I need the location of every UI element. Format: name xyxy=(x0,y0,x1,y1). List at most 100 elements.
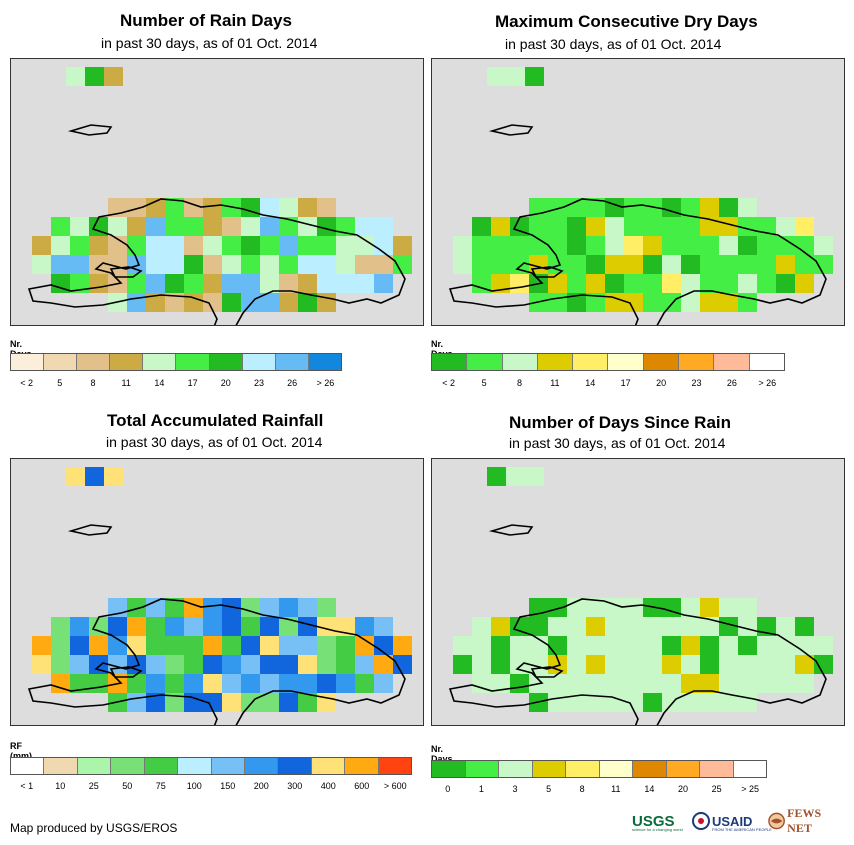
legend-tick-label: 25 xyxy=(711,784,722,794)
grid-cell xyxy=(719,198,738,217)
grid-cell xyxy=(529,636,548,655)
grid-cell xyxy=(624,198,643,217)
grid-cell xyxy=(355,636,374,655)
grid-cell xyxy=(586,693,605,712)
fewsnet-wordmark: FEWS NET xyxy=(787,806,822,835)
grid-cell xyxy=(738,217,757,236)
grid-cell xyxy=(795,636,814,655)
grid-cell xyxy=(89,217,108,236)
grid-cell xyxy=(298,636,317,655)
legend-tick-label: 75 xyxy=(155,781,166,791)
legend-swatch xyxy=(573,354,609,370)
grid-cell xyxy=(355,217,374,236)
legend-swatch xyxy=(77,354,111,370)
grid-cell xyxy=(203,198,222,217)
grid-cell xyxy=(795,674,814,693)
grid-cell xyxy=(776,274,795,293)
legend-tick-label: 20 xyxy=(656,378,667,388)
grid-cell xyxy=(32,636,51,655)
grid-cell xyxy=(700,636,719,655)
grid-cell xyxy=(662,274,681,293)
grid-cell xyxy=(453,636,472,655)
grid-cell xyxy=(700,617,719,636)
grid-cell xyxy=(165,674,184,693)
map-rainfall xyxy=(10,458,424,726)
grid-cell xyxy=(165,217,184,236)
legend-tick-label: < 2 xyxy=(20,378,33,388)
grid-cell xyxy=(567,655,586,674)
grid-cell xyxy=(241,598,260,617)
usaid-logo: USAID FROM THE AMERICAN PEOPLE xyxy=(692,808,772,834)
grid-cell xyxy=(203,598,222,617)
grid-cell xyxy=(146,655,165,674)
grid-cell xyxy=(165,236,184,255)
grid-cell xyxy=(127,236,146,255)
grid-cell xyxy=(184,255,203,274)
grid-cell xyxy=(738,274,757,293)
grid-cell xyxy=(624,655,643,674)
grid-cell xyxy=(241,217,260,236)
grid-cell xyxy=(567,674,586,693)
grid-cell xyxy=(605,236,624,255)
grid-cell xyxy=(298,236,317,255)
grid-cell xyxy=(662,236,681,255)
grid-cell xyxy=(738,674,757,693)
legend-swatch xyxy=(666,761,700,777)
grid-cell xyxy=(472,674,491,693)
grid-cell xyxy=(89,274,108,293)
grid-cell xyxy=(567,236,586,255)
legend-tick-label: 8 xyxy=(516,378,523,388)
usgs-wordmark: USGS xyxy=(632,812,675,830)
grid-cell xyxy=(795,217,814,236)
gonave-outline xyxy=(530,266,564,278)
grid-cell xyxy=(317,636,336,655)
grid-cell xyxy=(491,217,510,236)
grid-cell xyxy=(70,674,89,693)
grid-cell xyxy=(260,636,279,655)
legend-tick-label: > 600 xyxy=(383,781,407,791)
grid-cell xyxy=(624,598,643,617)
legend-tick-label: 25 xyxy=(88,781,99,791)
legend-swatch xyxy=(679,354,715,370)
grid-cell xyxy=(700,198,719,217)
grid-cell xyxy=(757,655,776,674)
grid-cell xyxy=(662,693,681,712)
map-days-since-rain xyxy=(431,458,845,726)
map-dry-days xyxy=(431,58,845,326)
grid-cell xyxy=(108,617,127,636)
grid-cell xyxy=(279,636,298,655)
grid-cell xyxy=(529,236,548,255)
legend-ticks: 0 1 3 5 8 11 14 20 25 > 25 xyxy=(431,784,767,796)
grid-cell xyxy=(586,198,605,217)
grid-cell xyxy=(548,236,567,255)
grid-cell xyxy=(605,617,624,636)
grid-cell xyxy=(795,236,814,255)
grid-cell xyxy=(279,598,298,617)
grid-cell xyxy=(203,274,222,293)
grid-cell xyxy=(298,693,317,712)
grid-cell xyxy=(487,467,506,486)
legend-colorbar xyxy=(431,760,767,778)
grid-cell xyxy=(184,617,203,636)
grid-cell xyxy=(472,636,491,655)
grid-cell xyxy=(605,293,624,312)
grid-cell xyxy=(548,217,567,236)
grid-cell xyxy=(453,655,472,674)
legend-swatch xyxy=(311,758,346,774)
grid-cell xyxy=(548,255,567,274)
legend-swatch xyxy=(178,758,212,774)
grid-cell xyxy=(567,617,586,636)
panel-subtitle: in past 30 days, as of 01 Oct. 2014 xyxy=(106,434,323,450)
grid-cell xyxy=(203,636,222,655)
grid-cell xyxy=(643,674,662,693)
grid-cell xyxy=(184,636,203,655)
grid-cell xyxy=(146,274,165,293)
grid-cell xyxy=(317,598,336,617)
grid-cell xyxy=(165,274,184,293)
legend-tick-label: 23 xyxy=(253,378,265,388)
grid-cell xyxy=(529,217,548,236)
gonave-outline xyxy=(530,666,564,678)
grid-cell xyxy=(700,598,719,617)
cuba-coast-outline xyxy=(67,524,113,536)
grid-cell xyxy=(605,693,624,712)
